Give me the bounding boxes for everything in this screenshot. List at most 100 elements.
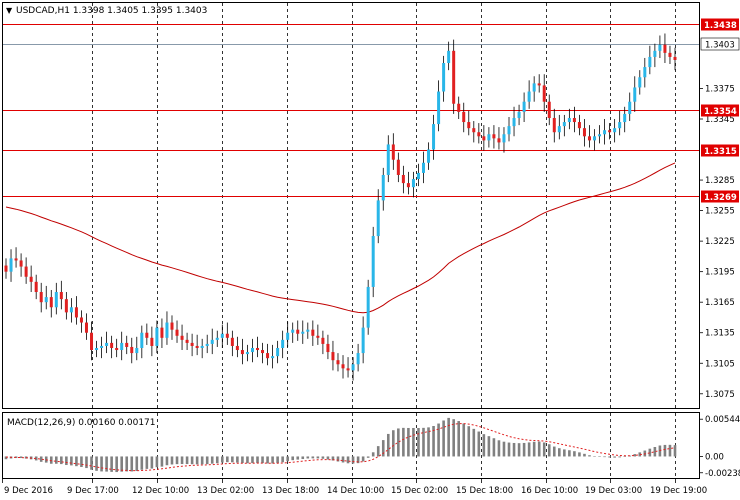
macd-bar [613,456,616,458]
candle-body [326,343,330,353]
macd-bar [623,456,626,457]
level-tag-label: 1.3269 [704,193,737,203]
macd-bar [200,456,204,465]
candle-body [477,132,481,137]
macd-bar [663,444,667,457]
price-tick-label: 1.3195 [705,268,735,278]
candle-body [608,130,612,133]
time-tick-label: 13 Dec 18:00 [262,486,319,496]
candle-body [155,327,159,346]
macd-bar [537,441,541,457]
macd-bar [467,426,471,457]
candle-body [4,265,8,272]
moving-average [5,162,676,314]
candle-body [306,329,310,332]
candle-body [517,111,521,118]
macd-bar [281,456,284,463]
time-grid [92,3,676,478]
candle-body [250,347,254,353]
macd-bar [125,456,129,472]
macd-bar [276,456,279,464]
candle-body [437,91,441,125]
time-tick-label: 9 Dec 2016 [4,486,53,496]
candle-body [593,136,597,141]
macd-bar [331,456,335,461]
macd-bar [492,438,496,457]
candle-body [648,56,652,68]
macd-bar [618,456,621,458]
candle-body [401,174,405,184]
macd-bar [251,456,254,464]
macd-bar [527,442,531,457]
time-tick-label: 13 Dec 02:00 [197,486,254,496]
candle-body [230,337,234,346]
candle-body [391,144,395,160]
macd-bar [190,456,194,465]
candle-body [457,103,461,112]
time-tick-label: 19 Dec 19:00 [650,486,707,496]
candle-body [120,342,124,351]
candle-body [170,322,174,330]
candle-body [9,258,13,272]
candle-body [29,276,33,282]
candle-body [497,138,501,143]
candle-body [321,337,325,344]
macd-bar [120,456,123,472]
macd-bar [542,442,546,457]
price-tick-label: 1.3375 [705,84,735,94]
candle-body [567,117,571,123]
macd-signal-line [5,423,676,472]
macd-bar [226,456,229,463]
macd-bar [653,446,657,457]
candle-body [331,352,335,361]
candle-body [663,44,667,53]
candle-body [140,332,144,348]
macd-bar [452,419,455,457]
macd-bar [140,456,144,470]
candle-body [225,333,229,338]
candle-body [165,322,169,338]
symbol-header: USDCAD,H1 1.3398 1.3405 1.3395 1.3403 [16,6,207,16]
candle-body [487,134,491,141]
macd-tick-label: 0.00544 [705,415,740,425]
candle-body [24,266,28,277]
candle-body [125,342,129,347]
candle-body [79,317,83,323]
macd-bar [316,456,320,459]
macd-bar [246,456,249,464]
candle-body [532,83,536,92]
macd-bar [437,423,440,457]
candle-body [190,342,194,346]
candle-body [582,128,586,137]
dropdown-arrow-icon[interactable]: ▼ [6,6,13,15]
candle-body [447,50,451,64]
candle-body [200,345,204,348]
candle-body [281,339,285,348]
candle-body [472,128,476,133]
candle-body [276,347,280,357]
macd-bar [563,449,566,457]
macd-bar [155,456,159,468]
price-tick-label: 1.3135 [705,329,735,339]
candle-body [14,258,18,261]
candle-body [49,297,53,308]
candle-body [527,91,531,102]
candle-body [39,292,43,303]
macd-bar [381,440,385,457]
candle-body [522,101,526,112]
macd-bar [321,456,325,459]
candle-body [64,299,68,313]
macd-bar [271,456,274,464]
macd-bar [215,456,219,464]
candle-body [603,130,607,135]
candle-body [185,339,189,343]
macd-bar [341,456,345,463]
candle-body [19,260,23,267]
candle-body [598,134,602,137]
main-chart-frame [2,2,700,409]
macd-bar [512,442,516,457]
macd-bar [487,436,491,457]
macd-bar [296,456,300,460]
macd-bar [668,444,672,457]
